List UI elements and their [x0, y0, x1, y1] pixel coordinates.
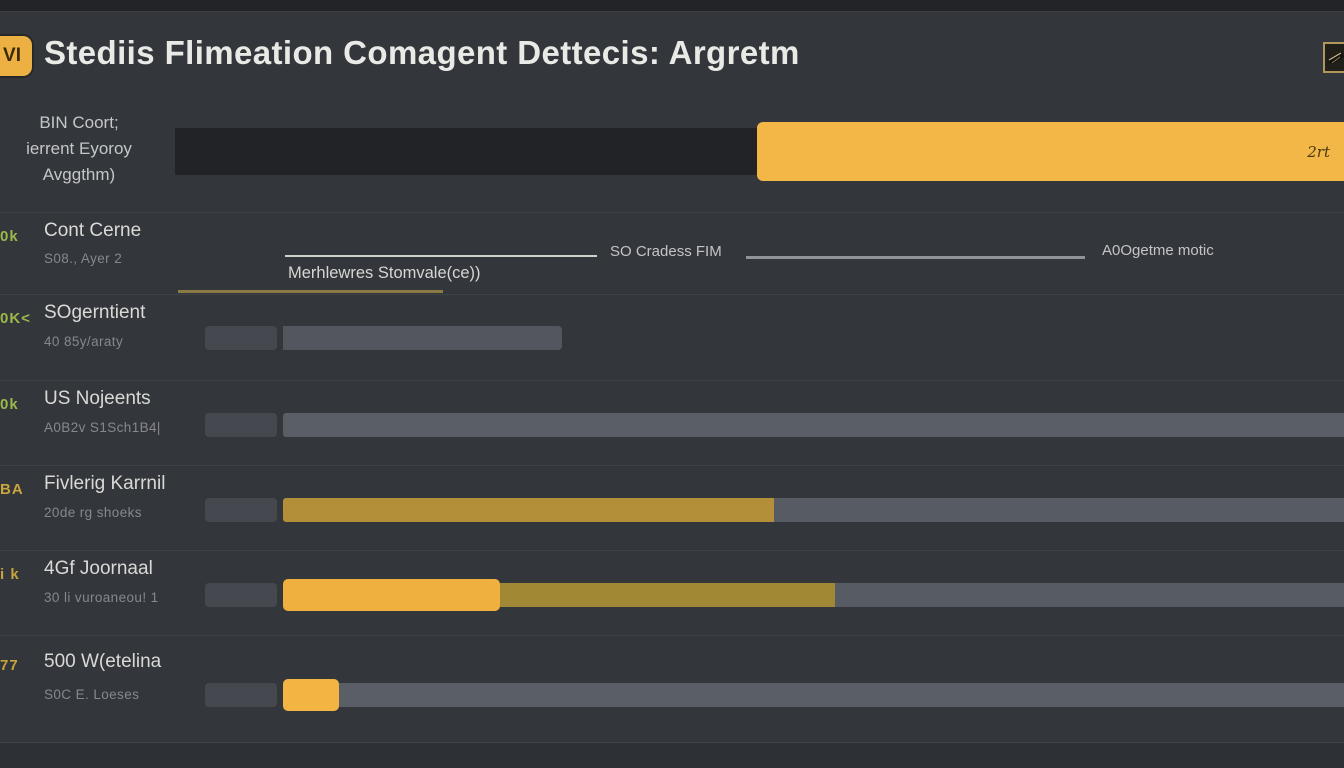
row-title: 4Gf Joornaal [44, 558, 153, 579]
progress-row: 77 500 W(etelina S0C E. Loeses [0, 635, 1344, 720]
progress-bar-track[interactable] [283, 413, 1344, 437]
row-title: Fivlerig Karrnil [44, 473, 166, 494]
bar-pre-segment [205, 583, 277, 607]
row-edge-mark: 0k [0, 396, 19, 413]
bar-pre-segment [205, 326, 277, 350]
hero-progress-fill[interactable]: 2rt [757, 122, 1344, 181]
bar-pre-segment [205, 683, 277, 707]
progress-bar-segment [834, 583, 1344, 607]
progress-bar-segment [283, 679, 339, 711]
progress-bar-track[interactable] [283, 679, 1344, 711]
timeline-sub-label: Merhlewres Stomvale(ce)) [288, 264, 481, 282]
progress-row: 0K< SOgerntient 40 85y/araty [0, 294, 1344, 379]
hero-bar-value: 2rt [1307, 142, 1330, 161]
row-edge-mark: 77 [0, 657, 19, 674]
progress-row: i k 4Gf Joornaal 30 li vuroaneou! 1 [0, 550, 1344, 635]
bar-pre-segment [205, 413, 277, 437]
app-logo-icon[interactable]: VI [0, 36, 32, 76]
row-edge-mark: BA [0, 481, 24, 498]
divider [0, 550, 1344, 551]
progress-row: BA Fivlerig Karrnil 20de rg shoeks [0, 465, 1344, 550]
timeline-subtitle: S08., Ayer 2 [44, 251, 123, 266]
hero-label-line2: ierrent Eyoroy [26, 139, 132, 158]
image-thumbnail-icon[interactable] [1323, 42, 1344, 73]
row-subtitle: S0C E. Loeses [44, 687, 140, 702]
timeline-segment-line-1 [285, 255, 597, 257]
divider [0, 380, 1344, 381]
progress-bar-track[interactable] [283, 326, 1344, 350]
page-title: Stediis Flimeation Comagent Dettecis: Ar… [44, 34, 800, 71]
top-strip [0, 0, 1344, 12]
hero-label-line3: Avggthm) [42, 165, 116, 184]
bar-pre-segment [205, 498, 277, 522]
row-title: US Nojeents [44, 388, 151, 409]
row-subtitle: 40 85y/araty [44, 334, 124, 349]
divider [0, 294, 1344, 295]
progress-bar-track[interactable] [283, 498, 1344, 522]
timeline-edge-mark: 0k [0, 228, 19, 245]
progress-bar-segment [283, 413, 1344, 437]
timeline-underline [178, 290, 443, 293]
footer-strip [0, 743, 1344, 768]
timeline-title: Cont Cerne [44, 220, 142, 241]
row-edge-mark: 0K< [0, 310, 31, 327]
hero-label-line1: BIN Coort; [39, 113, 119, 132]
divider [0, 212, 1344, 213]
divider [0, 465, 1344, 466]
row-title: SOgerntient [44, 302, 146, 323]
progress-row: 0k US Nojeents A0B2v S1Sch1B4| [0, 380, 1344, 465]
progress-bar-segment [283, 326, 562, 350]
progress-bar-track[interactable] [283, 579, 1344, 611]
progress-bar-segment [338, 683, 1344, 707]
bird-arrow-icon [1328, 50, 1344, 64]
hero-label: BIN Coort; ierrent Eyoroy Avggthm) [0, 110, 172, 188]
progress-bar-segment [773, 498, 1344, 522]
progress-bar-segment [283, 579, 500, 611]
row-title: 500 W(etelina [44, 651, 162, 672]
hero-progress-track [175, 128, 757, 175]
row-subtitle: A0B2v S1Sch1B4| [44, 420, 161, 435]
timeline-segment-2-label: A0Ogetme motic [1102, 242, 1214, 259]
divider [0, 635, 1344, 636]
progress-bar-segment [283, 498, 774, 522]
row-subtitle: 30 li vuroaneou! 1 [44, 590, 159, 605]
timeline-segment-line-2 [746, 256, 1085, 259]
row-edge-mark: i k [0, 566, 20, 583]
timeline-segment-1-label: SO Cradess FIM [610, 243, 722, 260]
divider [0, 742, 1344, 743]
progress-bar-segment [500, 583, 835, 607]
row-subtitle: 20de rg shoeks [44, 505, 142, 520]
